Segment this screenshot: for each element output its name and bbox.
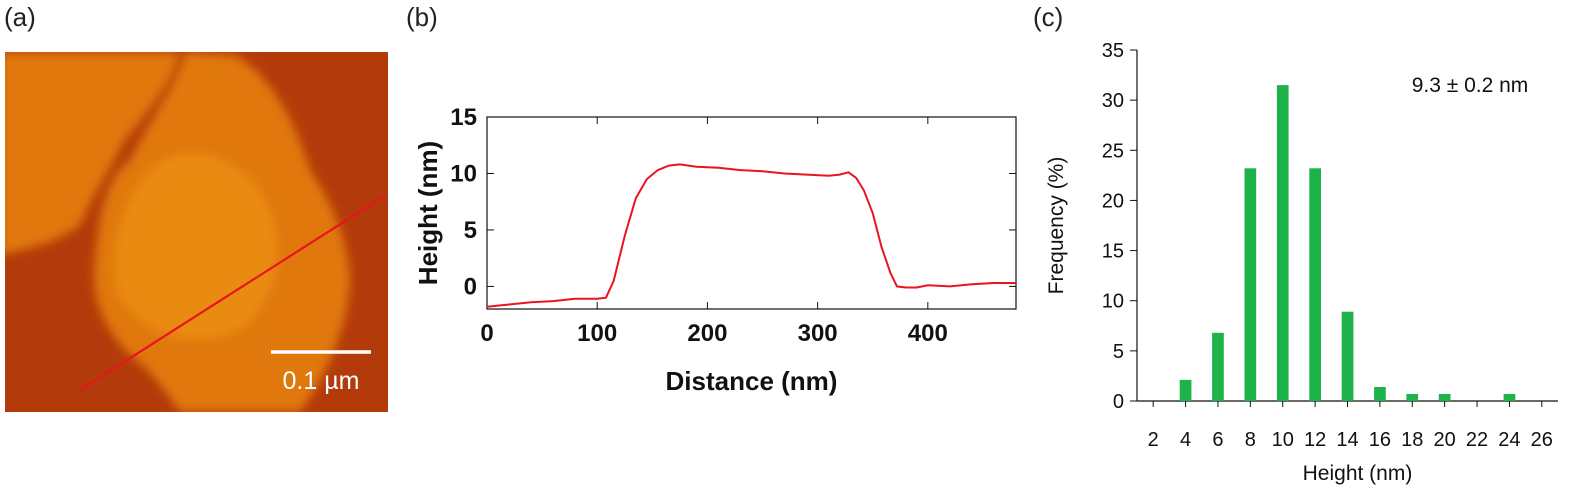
y-tick-label: 5 <box>464 217 477 244</box>
x-tick-label: 400 <box>908 320 948 347</box>
panel-b-label: (b) <box>406 2 438 32</box>
x-tick-label: 4 <box>1180 429 1191 451</box>
y-tick-label: 5 <box>1113 341 1124 363</box>
x-tick-label: 8 <box>1245 429 1256 451</box>
y-tick-label: 15 <box>450 104 477 131</box>
histogram-bar <box>1438 394 1451 401</box>
scale-bar-label: 0.1 µm <box>283 367 360 395</box>
x-tick-label: 20 <box>1434 429 1456 451</box>
x-tick-label: 100 <box>577 320 617 347</box>
y-tick-label: 15 <box>1102 241 1124 263</box>
afm-terrace-left <box>5 52 180 254</box>
histogram-bar <box>1374 387 1386 401</box>
x-tick-label: 2 <box>1148 429 1159 451</box>
x-tick-label: 18 <box>1401 429 1423 451</box>
y-tick-label: 35 <box>1102 40 1124 62</box>
afm-grain-highlight <box>114 152 278 340</box>
x-axis-label: Distance (nm) <box>666 366 838 396</box>
x-tick-label: 16 <box>1369 429 1391 451</box>
histogram-bar <box>1309 168 1321 401</box>
plot-frame <box>486 116 1017 310</box>
x-tick-label: 26 <box>1531 429 1553 451</box>
y-axis-label: Height (nm) <box>413 141 443 285</box>
profile-line <box>79 194 387 391</box>
histogram-bar <box>1276 85 1289 401</box>
histogram-annotation: 9.3 ± 0.2 nm <box>1412 74 1529 97</box>
y-tick-label: 0 <box>1113 391 1124 413</box>
x-tick-label: 200 <box>687 320 727 347</box>
y-tick-label: 30 <box>1102 90 1124 112</box>
y-tick-label: 25 <box>1102 140 1124 162</box>
y-tick-label: 20 <box>1102 190 1124 212</box>
x-tick-label: 0 <box>480 320 493 347</box>
y-tick-label: 10 <box>1102 291 1124 313</box>
x-tick-label: 10 <box>1272 429 1294 451</box>
x-axis-label: Height (nm) <box>1303 462 1413 485</box>
histogram-bar <box>1212 332 1224 401</box>
x-tick-label: 14 <box>1336 429 1358 451</box>
x-tick-label: 12 <box>1304 429 1326 451</box>
height-profile-line <box>486 163 1016 308</box>
histogram-bar <box>1503 394 1516 401</box>
histogram-bar <box>1341 311 1354 401</box>
histogram-bar <box>1406 394 1419 401</box>
x-tick-label: 300 <box>798 320 838 347</box>
y-tick-label: 10 <box>450 160 477 187</box>
histogram-bar <box>1179 379 1192 401</box>
panel-c-label: (c) <box>1033 2 1064 32</box>
y-axis-label: Frequency (%) <box>1045 157 1068 295</box>
panel-a-label: (a) <box>4 2 36 32</box>
y-tick-label: 0 <box>464 273 477 300</box>
histogram-bar <box>1244 168 1257 401</box>
x-tick-label: 24 <box>1498 429 1520 451</box>
x-tick-label: 6 <box>1212 429 1223 451</box>
x-tick-label: 22 <box>1466 429 1488 451</box>
